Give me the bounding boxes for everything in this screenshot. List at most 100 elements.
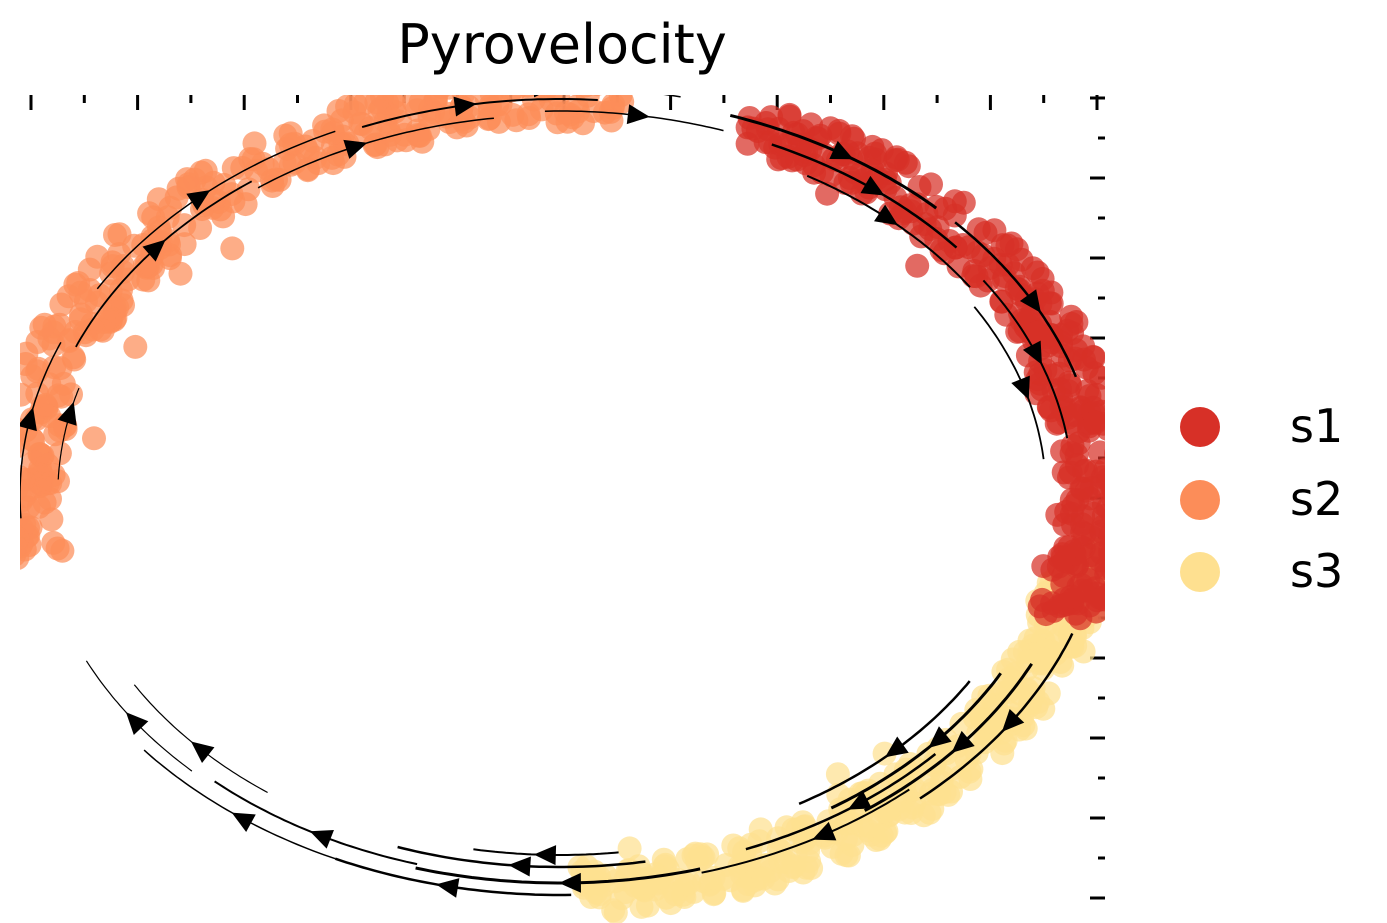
scatter-point-s1 (1068, 606, 1093, 631)
legend-marker-s2 (1180, 480, 1220, 520)
scatter-point-s1 (759, 105, 784, 130)
scatter-point-s2 (572, 95, 580, 96)
scatter-point-s1 (946, 254, 971, 279)
streamline (257, 117, 494, 189)
scatter-point-s1 (942, 203, 967, 228)
scatter-point-s3 (690, 845, 715, 870)
streamline-arrow (951, 730, 975, 753)
scatter-point-s2 (578, 95, 593, 98)
streamline-arrow (343, 139, 368, 159)
scatter-point-s3 (916, 741, 941, 766)
scatter-point-s2 (20, 518, 23, 534)
scatter-point-s1 (1109, 492, 1133, 516)
scatter-point-s2 (0, 516, 10, 540)
streamline (20, 341, 62, 519)
scatter-point-s2 (188, 216, 213, 240)
legend-marker-s1 (1180, 407, 1220, 447)
streamline-arrow (453, 96, 477, 117)
scatter-point-s2 (20, 526, 30, 551)
scatter-point-s1 (1061, 513, 1086, 538)
scatter-point-s2 (0, 529, 10, 553)
scatter-points (0, 95, 1136, 923)
streamline-arrow (1001, 708, 1025, 732)
scatter-point-s2 (599, 108, 624, 133)
scatter-point-s2 (0, 483, 6, 507)
legend-label-s1: s1 (1290, 399, 1343, 453)
scatter-point-s1 (929, 238, 954, 262)
scatter-point-s2 (519, 95, 535, 98)
scatter-point-s1 (1100, 560, 1105, 579)
scatter-point-s2 (513, 95, 517, 96)
scatter-point-s3 (1016, 649, 1041, 673)
scatter-point-s3 (917, 800, 942, 825)
scatter-point-s3 (894, 757, 918, 782)
scatter-point-s3 (782, 854, 807, 879)
scatter-point-s3 (872, 741, 897, 766)
streamline (954, 221, 1078, 378)
scatter-point-s1 (794, 151, 819, 176)
scatter-point-s2 (0, 479, 15, 503)
streamline-arrow (829, 140, 854, 160)
streamline-arrow (309, 830, 334, 849)
scatter-point-s3 (925, 782, 950, 807)
scatter-point-s1 (1110, 457, 1134, 481)
scatter-point-s1 (1111, 456, 1135, 480)
plot-area (0, 95, 1136, 923)
scatter-point-s2 (0, 447, 16, 471)
scatter-point-s3 (857, 814, 881, 839)
scatter-point-s2 (20, 527, 24, 544)
scatter-point-s2 (0, 489, 11, 513)
streamline (361, 98, 598, 129)
scatter-point-s1 (1079, 476, 1104, 501)
scatter-point-s2 (0, 454, 18, 478)
streamline-arrow (884, 736, 909, 758)
scatter-point-s2 (32, 490, 57, 515)
scatter-point-s1 (1108, 526, 1132, 550)
streamline (85, 660, 193, 772)
scatter-point-s1 (995, 233, 1020, 258)
scatter-point-s3 (651, 847, 676, 872)
scatter-point-s1 (777, 102, 802, 127)
scatter-point-s2 (0, 460, 15, 484)
scatter-point-s1 (799, 112, 823, 137)
scatter-point-s3 (647, 865, 672, 890)
streamline-arrow (190, 741, 215, 763)
legend: s1 s2 s3 (1180, 399, 1343, 598)
scatter-point-s2 (545, 110, 570, 135)
scatter-point-s2 (363, 132, 388, 157)
scatter-point-s2 (193, 158, 218, 183)
scatter-point-s1 (919, 172, 943, 197)
scatter-point-s1 (1112, 490, 1136, 514)
streamline-arrow (1011, 375, 1030, 400)
streamline-arrow (847, 790, 872, 810)
streamline-arrow (231, 812, 256, 832)
streamline (133, 684, 268, 794)
streamline (415, 866, 701, 885)
scatter-point-s2 (90, 318, 115, 343)
velocity-streamlines (20, 95, 1078, 898)
scatter-point-s2 (107, 222, 132, 247)
scatter-point-s2 (591, 95, 602, 97)
scatter-point-s2 (123, 334, 148, 359)
scatter-point-s1 (1083, 410, 1105, 435)
streamline (214, 780, 418, 866)
scatter-point-s1 (1111, 530, 1135, 554)
scatter-point-s2 (168, 261, 193, 286)
scatter-point-s1 (1024, 320, 1049, 345)
scatter-point-s1 (1020, 256, 1045, 281)
scatter-point-s1 (1059, 441, 1084, 466)
scatter-point-s2 (321, 121, 345, 146)
scatter-point-s2 (517, 106, 542, 130)
scatter-point-s1 (1058, 373, 1083, 398)
scatter-point-s3 (732, 840, 757, 865)
streamline-arrow (533, 845, 557, 866)
scatter-point-s3 (601, 898, 626, 923)
scatter-point-s1 (1109, 496, 1133, 520)
scatter-point-s1 (968, 273, 993, 298)
scatter-point-s2 (236, 177, 261, 202)
scatter-point-s2 (32, 312, 57, 337)
scatter-point-s3 (1102, 548, 1105, 564)
scatter-point-s2 (56, 284, 81, 309)
scatter-point-s3 (629, 894, 654, 919)
scatter-point-s1 (1104, 449, 1105, 459)
